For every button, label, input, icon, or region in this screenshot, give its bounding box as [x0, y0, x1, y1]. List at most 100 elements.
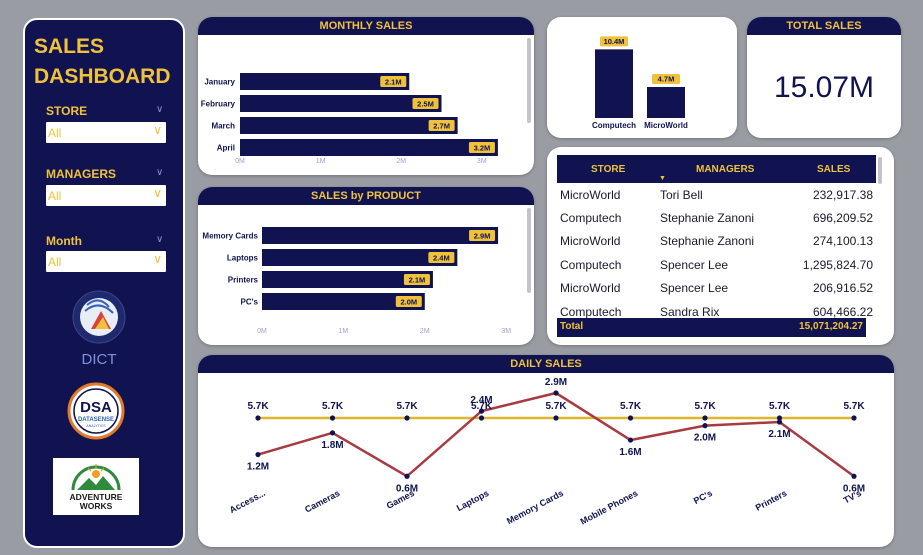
sales-by-product-chart: Memory Cards 2.9M Laptops 2.4M Printers 2.1M P…	[202, 227, 511, 335]
daily-point-maroon[interactable]	[776, 419, 783, 425]
svg-text:WORKS: WORKS	[80, 501, 113, 511]
datasense-logo: DSA DATASENSE ANALYTICS	[60, 381, 132, 446]
product-axis-tick-label: 2M	[420, 328, 430, 335]
daily-point-maroon[interactable]	[851, 473, 857, 479]
table-total-row: Total 15,071,204.27	[557, 318, 866, 337]
table-cell-sales: 206,916.52	[812, 281, 873, 296]
table-cell-manager: Stephanie Zanoni	[660, 234, 755, 249]
daily-category-label: Printers	[754, 488, 789, 513]
svg-text:DICT: DICT	[82, 351, 117, 368]
monthly-axis-tick-label: 2M	[396, 158, 406, 165]
monthly-axis-tick-label: 1M	[316, 158, 326, 165]
daily-point-maroon[interactable]	[702, 423, 708, 429]
chevron-down-icon[interactable]: ∨	[156, 104, 164, 115]
daily-sales-card: DAILY SALES 5.7K 1.2M Access... 5.7K 1.8M Cam…	[198, 355, 894, 547]
daily-point-gold[interactable]	[851, 415, 857, 421]
product-row-label: PC's	[241, 298, 259, 307]
daily-point-gold[interactable]	[404, 415, 410, 421]
table-row[interactable]: Computech Spencer Lee 1,295,824.70	[557, 253, 876, 276]
table-cell-sales: 696,209.52	[812, 211, 873, 226]
monthly-value-tag	[412, 98, 439, 109]
daily-point-gold[interactable]	[627, 415, 634, 421]
daily-point-gold[interactable]	[255, 415, 261, 421]
column-header-managers[interactable]: MANAGERS ▼	[656, 155, 791, 183]
daily-data-label-maroon: 1.2M	[247, 462, 269, 473]
table-cell-manager: Spencer Lee	[660, 281, 729, 296]
sidebar: SALES DASHBOARD STORE ∨ All ∨ MANAGERS ∨…	[23, 18, 185, 548]
daily-data-label-gold: 5.7K	[322, 401, 344, 412]
table-cell-store: MicroWorld	[560, 187, 621, 202]
table-row[interactable]: MicroWorld Stephanie Zanoni 274,100.13	[557, 230, 876, 253]
monthly-sales-title: MONTHLY SALES	[198, 17, 534, 35]
daily-point-maroon[interactable]	[255, 451, 261, 458]
store-slicer-dropdown[interactable]: All ∨	[46, 122, 166, 143]
scrollbar[interactable]	[527, 38, 531, 123]
monthly-bar[interactable]	[240, 139, 498, 156]
chevron-down-icon[interactable]: ∨	[156, 234, 164, 245]
column-header-store[interactable]: STORE	[557, 155, 656, 183]
daily-point-gold[interactable]	[702, 415, 708, 421]
daily-point-maroon[interactable]	[329, 430, 336, 436]
product-bar[interactable]	[262, 293, 425, 310]
table-cell-manager: Sandra Rix	[660, 304, 720, 319]
monthly-bar[interactable]	[240, 117, 458, 134]
product-bar[interactable]	[262, 271, 433, 288]
table-row[interactable]: MicroWorld Spencer Lee 206,916.52	[557, 277, 876, 300]
daily-sales-title: DAILY SALES	[198, 355, 894, 373]
table-cell-sales: 274,100.13	[812, 234, 873, 249]
product-bar[interactable]	[262, 227, 499, 244]
table-cell-sales: 604,466.22	[812, 304, 873, 319]
product-value-label: 2.1M	[409, 276, 426, 285]
chevron-down-icon: ∨	[153, 252, 162, 266]
monthly-value-label: 3.2M	[474, 144, 491, 153]
product-row-label: Memory Cards	[202, 232, 258, 241]
daily-category-label: Laptops	[455, 488, 491, 513]
daily-point-maroon[interactable]	[553, 390, 559, 396]
daily-category-label: Mobile Phones	[579, 488, 640, 527]
daily-data-label-gold: 5.7K	[471, 401, 493, 412]
scrollbar[interactable]	[527, 208, 531, 293]
managers-slicer-dropdown[interactable]: All ∨	[46, 185, 166, 206]
table-row[interactable]: Computech Stephanie Zanoni 696,209.52	[557, 206, 876, 229]
monthly-bar[interactable]	[240, 95, 442, 112]
monthly-value-label: 2.5M	[417, 100, 434, 109]
monthly-bar[interactable]	[240, 73, 410, 90]
daily-point-maroon[interactable]	[627, 437, 634, 443]
table-cell-manager: Tori Bell	[660, 187, 703, 202]
monthly-row-label: January	[204, 78, 235, 87]
daily-point-gold[interactable]	[553, 415, 559, 421]
product-bar[interactable]	[262, 249, 458, 266]
daily-point-gold[interactable]	[776, 415, 783, 421]
daily-data-label-maroon: 2.9M	[545, 377, 567, 388]
table-cell-store: Computech	[560, 304, 622, 319]
chevron-down-icon: ∨	[153, 186, 162, 200]
daily-data-label-maroon: 1.8M	[321, 440, 343, 451]
daily-data-label-gold: 5.7K	[396, 401, 418, 412]
scrollbar[interactable]	[878, 157, 882, 184]
monthly-sales-card: MONTHLY SALES January 2.1M February 2.5M Mar…	[198, 17, 534, 175]
daily-category-label: Cameras	[303, 488, 341, 515]
month-slicer-dropdown[interactable]: All ∨	[46, 251, 166, 272]
store-slicer-label: STORE	[46, 104, 88, 118]
daily-point-gold[interactable]	[478, 415, 485, 421]
product-axis-tick-label: 0M	[257, 328, 267, 335]
table-row[interactable]: Computech Sandra Rix 604,466.22	[557, 300, 876, 323]
svg-text:DATASENSE: DATASENSE	[78, 417, 114, 423]
table-row[interactable]: MicroWorld Tori Bell 232,917.38	[557, 183, 876, 206]
table-cell-store: Computech	[560, 257, 622, 272]
chevron-down-icon: ∨	[153, 123, 162, 137]
store-value-label: 10.4M	[604, 37, 625, 46]
daily-data-label-maroon: 2.4M	[470, 395, 492, 406]
sales-table-card: STORE MANAGERS ▼ SALES MicroWorld Tori Be…	[547, 147, 894, 345]
daily-point-gold[interactable]	[329, 415, 336, 421]
daily-point-maroon[interactable]	[404, 473, 410, 479]
store-bar[interactable]	[595, 49, 633, 118]
store-bar[interactable]	[647, 86, 685, 118]
chevron-down-icon[interactable]: ∨	[156, 167, 164, 178]
total-sales-value: 15.07M	[773, 71, 875, 104]
daily-data-label-gold: 5.7K	[694, 401, 716, 412]
daily-data-label-maroon: 0.6M	[396, 483, 418, 494]
month-slicer-label: Month	[46, 234, 82, 248]
column-header-sales[interactable]: SALES	[791, 155, 876, 183]
daily-point-maroon[interactable]	[478, 408, 485, 414]
